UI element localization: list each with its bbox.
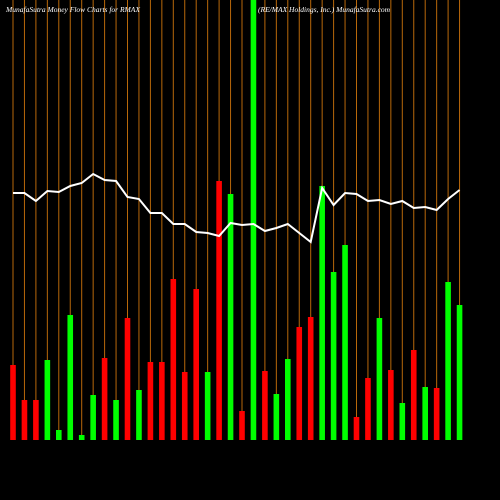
chart-subtitle: (RE/MAX Holdings, Inc.) MunafaSutra.com: [258, 5, 391, 14]
bar: [78, 435, 85, 440]
bar: [90, 395, 96, 440]
bar: [307, 317, 314, 440]
bar: [10, 365, 16, 440]
bar: [285, 359, 291, 440]
bar: [56, 430, 62, 440]
chart-title: MunafaSutra Money Flow Charts for RMAX: [5, 5, 140, 14]
bar: [170, 279, 177, 440]
bar: [365, 378, 371, 440]
bar: [193, 289, 199, 440]
bar: [388, 370, 394, 440]
bar: [33, 400, 39, 440]
bar: [250, 0, 257, 440]
bar: [124, 318, 131, 440]
bar: [159, 362, 165, 440]
bar: [262, 371, 268, 440]
bar: [410, 350, 417, 440]
bar: [445, 282, 451, 440]
bar: [113, 400, 119, 440]
bar: [136, 390, 142, 440]
bar: [456, 305, 463, 440]
bar: [376, 318, 383, 440]
bar: [216, 181, 222, 440]
bar: [319, 186, 325, 440]
bar: [296, 327, 303, 440]
bar: [101, 358, 108, 440]
bar: [239, 411, 245, 440]
bar: [399, 403, 406, 440]
bar: [181, 372, 188, 440]
bar: [433, 388, 440, 440]
bar: [44, 360, 51, 440]
bar: [147, 362, 154, 440]
bar: [342, 245, 348, 440]
bar: [330, 272, 337, 440]
bar: [67, 315, 74, 440]
flow-line: [13, 172, 461, 244]
bar: [422, 387, 428, 440]
bar: [353, 417, 360, 440]
bar: [227, 194, 234, 440]
bar: [21, 400, 28, 440]
bar: [204, 372, 211, 440]
bar: [273, 394, 280, 440]
